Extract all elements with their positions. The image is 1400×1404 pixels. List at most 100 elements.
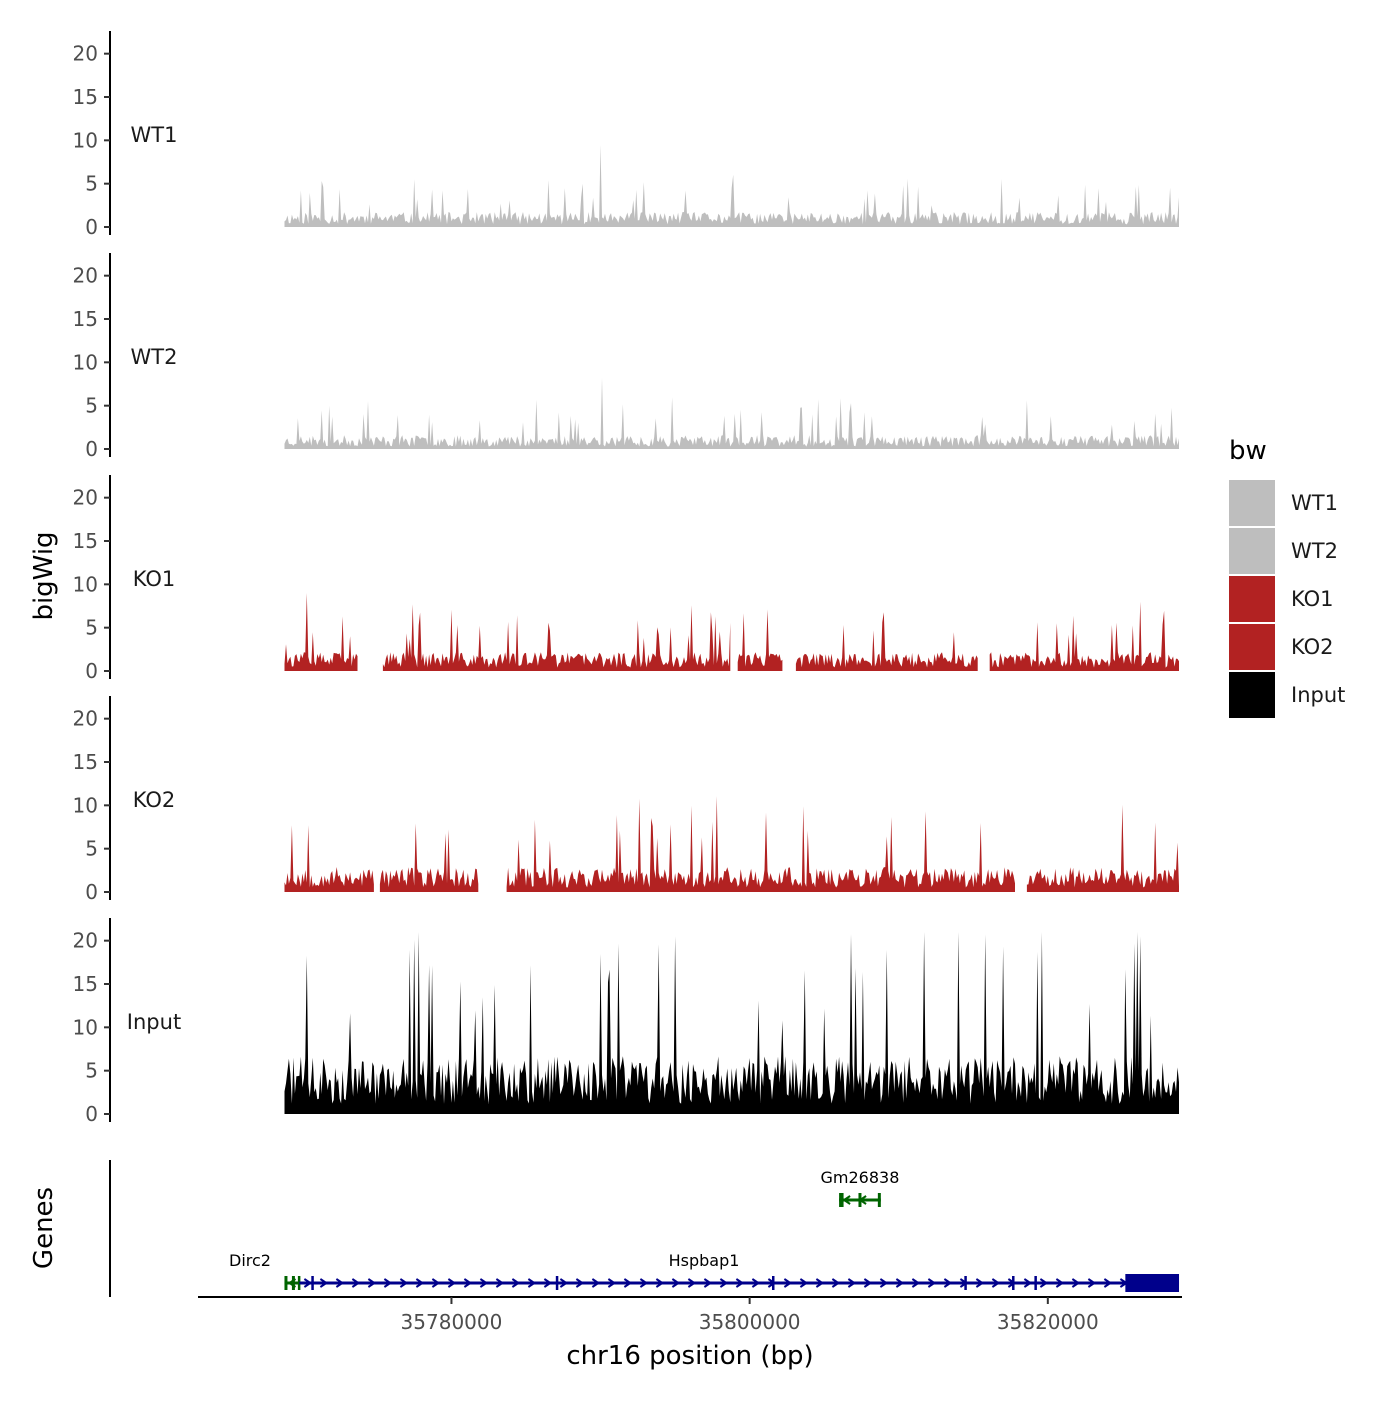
y-tick-label: 15: [73, 85, 98, 109]
y-tick-label: 20: [73, 929, 98, 953]
legend-entry-wt2: WT2: [1229, 528, 1338, 574]
exon: [839, 1193, 844, 1207]
track-label-ko1: KO1: [133, 567, 176, 591]
x-axis: 35780000 35800000 35820000: [198, 1296, 1182, 1334]
gene-label-gm26838: Gm26838: [821, 1168, 900, 1187]
strand-chevron: [1023, 1278, 1033, 1288]
legend-entry-input: Input: [1229, 672, 1345, 718]
y-tick-label: 20: [73, 42, 98, 66]
track-ko2: 0 5 10 15 20 KO2: [73, 696, 1179, 904]
track-label-input: Input: [127, 1010, 181, 1034]
exon: [311, 1276, 314, 1290]
strand-chevron: [1039, 1278, 1049, 1288]
legend-label: KO2: [1291, 635, 1334, 659]
legend-swatch: [1229, 624, 1275, 670]
gene-label-dirc2: Dirc2: [229, 1251, 271, 1270]
legend-entry-ko1: KO1: [1229, 576, 1334, 622]
gene-hspbap1: Hspbap1: [299, 1251, 1180, 1292]
legend-swatch: [1229, 480, 1275, 526]
strand-chevron: [799, 1278, 809, 1288]
x-tick-label: 35780000: [401, 1310, 503, 1334]
legend-label: WT2: [1291, 539, 1338, 563]
track-wt1: 0 5 10 15 20 WT1: [73, 31, 1179, 239]
gene-label-hspbap1: Hspbap1: [669, 1251, 740, 1270]
exon: [291, 1276, 295, 1290]
strand-chevron: [863, 1278, 873, 1288]
y-tick-label: 0: [85, 215, 98, 239]
y-tick-label: 5: [85, 394, 98, 418]
strand-chevron: [655, 1278, 665, 1288]
signal-area-wt2: [284, 377, 1179, 449]
strand-chevron: [842, 1195, 851, 1205]
exon: [877, 1193, 881, 1207]
strand-chevron: [719, 1278, 729, 1288]
legend-entry-ko2: KO2: [1229, 624, 1334, 670]
y-axis-title-bigwig: bigWig: [29, 531, 59, 620]
strand-chevron: [1055, 1278, 1065, 1288]
strand-chevron: [527, 1278, 537, 1288]
strand-chevron: [703, 1278, 713, 1288]
strand-chevron: [415, 1278, 425, 1288]
track-label-wt2: WT2: [131, 345, 178, 369]
y-axis-title-genes: Genes: [29, 1187, 59, 1269]
strand-chevron: [831, 1278, 841, 1288]
strand-chevron: [671, 1278, 681, 1288]
exon: [1125, 1274, 1180, 1292]
track-ko1: 0 5 10 15 20 KO1: [73, 475, 1179, 683]
legend: WT1 WT2 KO1 KO2 Input: [1229, 480, 1345, 718]
strand-chevron: [1087, 1278, 1097, 1288]
strand-chevron: [479, 1278, 489, 1288]
strand-chevron: [559, 1278, 569, 1288]
gene-dirc2: Dirc2: [229, 1251, 301, 1290]
x-axis-title: chr16 position (bp): [566, 1341, 813, 1371]
track-input: 0 5 10 15 20 Input: [73, 918, 1179, 1126]
y-tick-label: 10: [73, 128, 98, 152]
y-tick-label: 20: [73, 264, 98, 288]
strand-chevron: [367, 1278, 377, 1288]
y-tick-label: 0: [85, 659, 98, 683]
strand-chevron: [431, 1278, 441, 1288]
exon: [1012, 1276, 1015, 1290]
strand-chevron: [319, 1278, 329, 1288]
exon: [297, 1276, 301, 1290]
legend-entry-wt1: WT1: [1229, 480, 1338, 526]
signal-area-ko2: [284, 796, 1179, 892]
signal-area-input: [284, 932, 1179, 1114]
legend-swatch: [1229, 576, 1275, 622]
y-tick-label: 10: [73, 350, 98, 374]
strand-chevron: [991, 1278, 1001, 1288]
legend-label: KO1: [1291, 587, 1334, 611]
strand-chevron: [1103, 1278, 1113, 1288]
strand-chevron: [447, 1278, 457, 1288]
exon: [772, 1276, 775, 1290]
y-tick-label: 15: [73, 529, 98, 553]
y-tick-label: 15: [73, 307, 98, 331]
legend-label: WT1: [1291, 491, 1338, 515]
strand-chevron: [1071, 1278, 1081, 1288]
strand-chevron: [399, 1278, 409, 1288]
strand-chevron: [623, 1278, 633, 1288]
y-tick-label: 0: [85, 1102, 98, 1126]
y-tick-label: 5: [85, 837, 98, 861]
strand-chevron: [815, 1278, 825, 1288]
strand-chevron: [303, 1278, 313, 1288]
track-label-ko2: KO2: [133, 788, 176, 812]
strand-chevron: [783, 1278, 793, 1288]
y-tick-label: 5: [85, 616, 98, 640]
strand-chevron: [607, 1278, 617, 1288]
strand-chevron: [463, 1278, 473, 1288]
strand-chevron: [911, 1278, 921, 1288]
exon: [858, 1193, 862, 1207]
y-tick-label: 15: [73, 972, 98, 996]
y-tick-label: 20: [73, 707, 98, 731]
strand-chevron: [751, 1278, 761, 1288]
y-tick-label: 10: [73, 1015, 98, 1039]
gene-gm26838: Gm26838: [821, 1168, 900, 1207]
y-tick-label: 5: [85, 1059, 98, 1083]
track-label-wt1: WT1: [131, 123, 178, 147]
strand-chevron: [543, 1278, 553, 1288]
y-tick-label: 0: [85, 437, 98, 461]
gene-track: Dirc2 Hspbap1 Gm26838: [109, 1160, 1180, 1297]
